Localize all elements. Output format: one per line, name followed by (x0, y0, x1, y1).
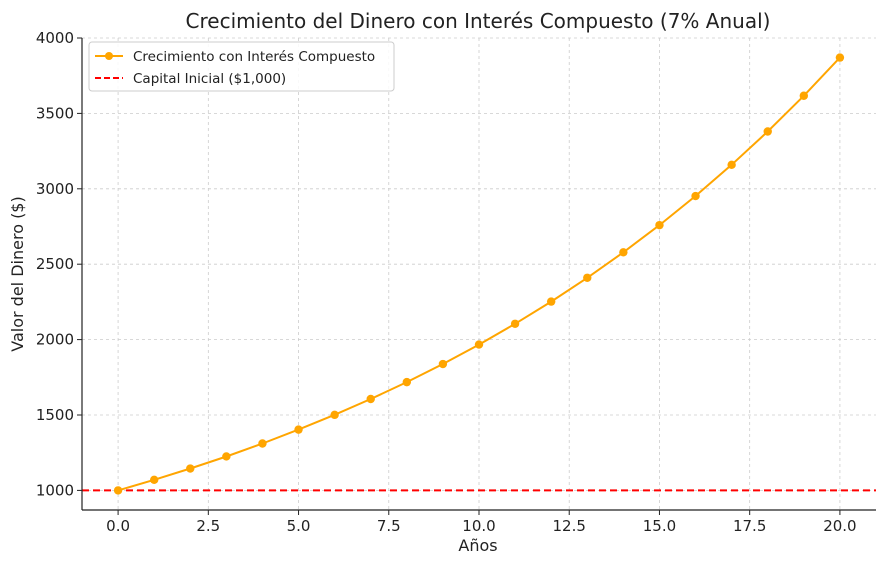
x-tick-label: 5.0 (287, 517, 311, 535)
y-tick-label: 1500 (36, 406, 74, 424)
y-tick-label: 2000 (36, 331, 74, 349)
data-point (186, 464, 195, 473)
x-tick-label: 20.0 (823, 517, 856, 535)
x-tick-label: 2.5 (196, 517, 220, 535)
y-tick-label: 3500 (36, 104, 74, 122)
y-axis-ticks: 1000 1500 2000 2500 3000 3500 4000 (36, 29, 82, 499)
data-point (835, 53, 845, 62)
y-axis-label: Valor del Dinero ($) (8, 196, 27, 351)
y-tick-label: 4000 (36, 29, 74, 47)
data-point (799, 91, 809, 100)
data-point (655, 220, 664, 230)
grid (82, 37, 876, 510)
x-tick-label: 0.0 (106, 517, 130, 535)
data-point (727, 160, 736, 170)
data-point (583, 273, 592, 282)
data-point (438, 359, 448, 369)
legend-box (88, 41, 395, 92)
data-point (546, 297, 556, 306)
legend-label-initial-capital: Capital Inicial ($1,000) (133, 71, 286, 87)
x-tick-label: 15.0 (643, 517, 676, 535)
y-tick-label: 3000 (36, 180, 74, 198)
x-tick-label: 10.0 (462, 517, 495, 535)
legend: Crecimiento con Interés Compuesto Capita… (88, 41, 395, 92)
x-axis-label: Años (458, 536, 497, 555)
x-tick-label: 7.5 (377, 517, 401, 535)
data-point (510, 319, 520, 328)
data-point (294, 425, 303, 434)
data-point (366, 394, 375, 404)
data-point (258, 439, 267, 448)
data-point (149, 475, 159, 485)
data-point (763, 127, 772, 136)
data-point (619, 248, 628, 257)
data-point (113, 486, 123, 495)
data-point (691, 191, 700, 201)
data-point (402, 377, 412, 387)
y-tick-label: 2500 (36, 255, 74, 273)
data-point (474, 340, 484, 349)
x-axis-ticks: 0.0 2.5 5.0 7.5 10.0 12.5 15.0 17.5 20.0 (106, 510, 857, 535)
x-tick-label: 12.5 (553, 517, 586, 535)
data-point (330, 410, 339, 420)
legend-marker-growth (105, 52, 113, 60)
data-point (222, 452, 231, 461)
y-tick-label: 1000 (36, 481, 74, 499)
legend-label-growth: Crecimiento con Interés Compuesto (133, 49, 375, 65)
chart-title: Crecimiento del Dinero con Interés Compu… (186, 9, 771, 33)
series-layer (113, 53, 845, 495)
x-tick-label: 17.5 (733, 517, 766, 535)
